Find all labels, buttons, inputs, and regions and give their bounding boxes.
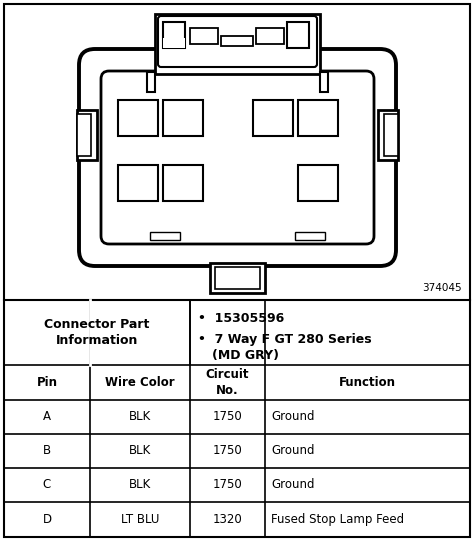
Bar bbox=[384, 114, 398, 156]
Text: BLK: BLK bbox=[129, 411, 151, 424]
Text: B: B bbox=[177, 110, 189, 126]
Text: D: D bbox=[312, 110, 324, 126]
Text: B: B bbox=[43, 445, 51, 458]
Text: LT BLU: LT BLU bbox=[121, 513, 159, 526]
Text: BLK: BLK bbox=[129, 478, 151, 492]
Text: Fused Stop Lamp Feed: Fused Stop Lamp Feed bbox=[271, 513, 404, 526]
Bar bbox=[77, 114, 91, 156]
Text: Ground: Ground bbox=[271, 445, 315, 458]
Bar bbox=[155, 14, 320, 74]
Bar bbox=[163, 100, 203, 136]
Bar bbox=[298, 100, 338, 136]
Text: F: F bbox=[178, 175, 188, 190]
Text: Wire Color: Wire Color bbox=[105, 376, 175, 389]
Text: C: C bbox=[267, 110, 279, 126]
Text: A: A bbox=[132, 110, 144, 126]
Bar bbox=[118, 165, 158, 201]
Text: Ground: Ground bbox=[271, 411, 315, 424]
FancyBboxPatch shape bbox=[101, 71, 374, 244]
FancyBboxPatch shape bbox=[158, 16, 317, 67]
Bar bbox=[256, 28, 284, 44]
Bar bbox=[320, 72, 328, 92]
Bar bbox=[163, 165, 203, 201]
Text: •  15305596: • 15305596 bbox=[198, 312, 284, 325]
Bar bbox=[210, 263, 265, 293]
Text: H: H bbox=[311, 175, 324, 190]
Text: 1750: 1750 bbox=[213, 478, 242, 492]
Text: 1750: 1750 bbox=[213, 445, 242, 458]
Text: 374045: 374045 bbox=[422, 283, 462, 293]
Bar bbox=[147, 72, 155, 92]
Text: •  7 Way F GT 280 Series: • 7 Way F GT 280 Series bbox=[198, 333, 372, 346]
Bar bbox=[163, 38, 185, 48]
Text: 1750: 1750 bbox=[213, 411, 242, 424]
Bar bbox=[298, 165, 338, 201]
Text: BLK: BLK bbox=[129, 445, 151, 458]
Text: C: C bbox=[43, 478, 51, 492]
Bar bbox=[150, 232, 180, 240]
Bar bbox=[295, 232, 325, 240]
Text: E: E bbox=[133, 175, 143, 190]
Bar bbox=[190, 28, 218, 44]
Bar bbox=[77, 110, 97, 160]
Text: Connector Part
Information: Connector Part Information bbox=[44, 319, 150, 346]
Text: Function: Function bbox=[339, 376, 396, 389]
Text: 1320: 1320 bbox=[213, 513, 242, 526]
Text: Circuit
No.: Circuit No. bbox=[206, 368, 249, 397]
Bar bbox=[215, 267, 260, 289]
Bar bbox=[221, 36, 253, 46]
Bar bbox=[287, 22, 309, 48]
Text: (MD GRY): (MD GRY) bbox=[212, 349, 279, 362]
FancyBboxPatch shape bbox=[79, 49, 396, 266]
Bar bbox=[378, 110, 398, 160]
Text: D: D bbox=[43, 513, 52, 526]
Bar bbox=[163, 22, 185, 48]
Text: A: A bbox=[43, 411, 51, 424]
Bar bbox=[253, 100, 293, 136]
Bar bbox=[118, 100, 158, 136]
Text: Ground: Ground bbox=[271, 478, 315, 492]
Text: Pin: Pin bbox=[36, 376, 57, 389]
